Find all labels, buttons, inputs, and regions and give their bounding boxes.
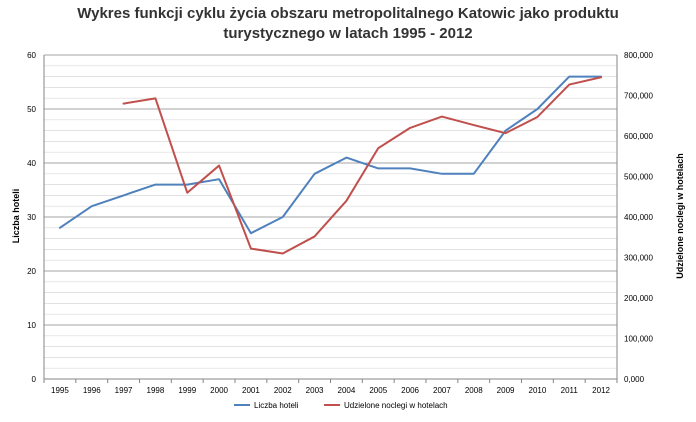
right-y-tick-label: 700,000 (624, 92, 653, 101)
x-tick-label: 2012 (592, 386, 610, 395)
axes (43, 55, 618, 383)
x-tick-label: 2009 (497, 386, 515, 395)
left-y-tick-label: 0 (32, 375, 37, 384)
left-y-tick-label: 40 (27, 159, 36, 168)
right-y-tick-label: 800,000 (624, 51, 653, 60)
legend: Liczba hoteli Udzielone noclegi w hotelac… (234, 401, 448, 410)
chart-title-line-1: Wykres funkcji cyklu życia obszaru metro… (77, 5, 619, 22)
gridlines (44, 54, 617, 380)
left-y-axis-label: Liczba hoteli (11, 189, 21, 244)
x-tick-label: 1998 (147, 386, 165, 395)
x-tick-label: 2007 (433, 386, 451, 395)
x-tick-label: 2010 (529, 386, 547, 395)
x-tick-label: 2001 (242, 386, 260, 395)
legend-label: Udzielone noclegi w hotelach (344, 401, 448, 410)
x-tick-label: 2006 (401, 386, 419, 395)
x-tick-label: 1996 (83, 386, 101, 395)
right-y-tick-label: 0,000 (624, 375, 645, 384)
right-y-tick-label: 100,000 (624, 335, 653, 344)
series-lines (58, 75, 603, 255)
right-y-tick-label: 600,000 (624, 132, 653, 141)
left-y-tick-labels: 0 10 20 30 40 50 60 (27, 51, 36, 384)
left-y-tick-label: 10 (27, 321, 36, 330)
left-y-tick-label: 30 (27, 213, 36, 222)
x-tick-label: 1995 (51, 386, 69, 395)
chart-title-line-2: turystycznego w latach 1995 - 2012 (223, 25, 473, 42)
series-line-overnight-stays (122, 76, 603, 255)
right-y-tick-label: 200,000 (624, 294, 653, 303)
series-line-hotels (58, 75, 603, 235)
right-y-tick-labels: 0,000 100,000 200,000 300,000 400,000 500,000… (624, 51, 653, 384)
right-y-tick-label: 300,000 (624, 254, 653, 263)
x-tick-label: 2000 (210, 386, 228, 395)
right-y-axis-label: Udzielone noclegi w hotelach (675, 153, 685, 279)
x-tick-label: 2003 (306, 386, 324, 395)
right-y-tick-label: 400,000 (624, 213, 653, 222)
legend-label: Liczba hoteli (254, 401, 299, 410)
left-y-tick-label: 50 (27, 105, 36, 114)
x-tick-label: 2011 (561, 386, 579, 395)
left-y-tick-label: 60 (27, 51, 36, 60)
x-tick-label: 1997 (115, 386, 133, 395)
x-tick-labels: 1995 1996 1997 1998 1999 2000 2001 2002 2003 2004… (51, 386, 611, 395)
right-y-tick-label: 500,000 (624, 173, 653, 182)
x-tick-label: 2005 (369, 386, 387, 395)
x-tick-label: 2008 (465, 386, 483, 395)
x-tick-label: 2002 (274, 386, 292, 395)
left-y-tick-label: 20 (27, 267, 36, 276)
chart-title: Wykres funkcji cyklu życia obszaru metro… (0, 4, 696, 44)
x-tick-label: 1999 (178, 386, 196, 395)
x-tick-label: 2004 (338, 386, 356, 395)
